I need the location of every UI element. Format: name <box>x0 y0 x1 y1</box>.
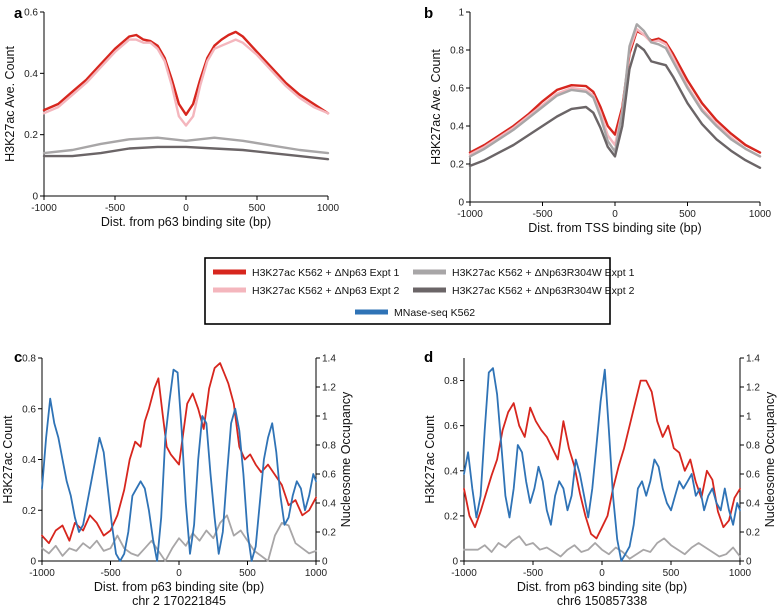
chart-b-ytick-label: 0.6 <box>450 84 464 95</box>
chart-c-xtick-label: -1000 <box>29 568 55 579</box>
chart-b-series-3-line <box>468 43 762 170</box>
legend-frame <box>204 257 611 325</box>
chart-b-xtick-label: -500 <box>532 209 552 220</box>
chart-c-ytick-label: 0.8 <box>22 354 36 365</box>
chart-c-series-1-line <box>41 514 317 562</box>
chart-d-ytick-label: 0.8 <box>444 376 458 387</box>
chart-d-ytick-right-label: 1.4 <box>746 354 760 365</box>
chart-d-ytick-right-label: 0.6 <box>746 470 760 481</box>
chart-c-xlabel: Dist. from p63 binding site (bp) <box>94 580 264 594</box>
chart-b-series-2-line <box>468 23 762 158</box>
panel-letter-a: a <box>14 5 23 22</box>
chart-a-xtick-label: 0 <box>183 203 189 214</box>
legend-label-4: MNase-seq K562 <box>394 307 475 319</box>
chart-c-ytick-right-label: 0 <box>322 557 328 568</box>
chart-b-ytick-label: 0 <box>458 198 464 209</box>
chart-c-ytick-label: 0.6 <box>22 404 36 415</box>
chart-d-ytick-right-label: 0.4 <box>746 499 760 510</box>
chart-b-xtick-label: -1000 <box>457 209 483 220</box>
chart-d-ytick-right-label: 0.2 <box>746 528 760 539</box>
chart-d-series-1-line <box>463 535 741 560</box>
chart-b-xtick-label: 0 <box>612 209 618 220</box>
chart-b-ytick-label: 0.8 <box>450 46 464 57</box>
legend-label-0: H3K27ac K562 + ΔNp63 Expt 1 <box>252 267 400 279</box>
panel-letter-b: b <box>424 5 433 22</box>
chart-d-xtick-label: 0 <box>599 568 605 579</box>
chart-b-series-1-line <box>468 27 762 158</box>
chart-b-ylabel: H3K27ac Ave. Count <box>429 49 443 165</box>
chart-c-xtick-label: -500 <box>100 568 120 579</box>
chart-b-series-0-line <box>468 29 762 154</box>
chart-b-ytick-label: 0.2 <box>450 160 464 171</box>
chart-d-ytick-right-label: 0.8 <box>746 441 760 452</box>
chart-c-ytick-right-label: 0.8 <box>322 441 336 452</box>
legend: H3K27ac K562 + ΔNp63 Expt 1 H3K27ac K562… <box>204 257 635 325</box>
chart-a-xtick-label: -500 <box>105 203 125 214</box>
panel-letter-c: c <box>14 349 22 366</box>
legend-label-2: H3K27ac K562 + ΔNp63R304W Expt 1 <box>452 267 635 279</box>
chart-c-ytick-right-label: 0.4 <box>322 499 336 510</box>
chart-c-xtick-label: 0 <box>176 568 182 579</box>
chart-d-ytick-right-label: 1 <box>746 412 752 423</box>
chart-d-ylabel: H3K27ac Count <box>423 415 437 504</box>
legend-label-1: H3K27ac K562 + ΔNp63 Expt 2 <box>252 285 400 297</box>
chart-c-xtick-label: 500 <box>239 568 256 579</box>
chart-c-xtick-label: 1000 <box>305 568 328 579</box>
chart-d-ytick-label: 0.6 <box>444 421 458 432</box>
chart-a-series-1-line <box>42 38 330 127</box>
chart-d-series-0-line <box>463 379 741 540</box>
chart-a-ylabel: H3K27ac Ave. Count <box>3 46 17 162</box>
chart-b-xtick-label: 1000 <box>749 209 772 220</box>
chart-a-series-2-line <box>42 136 330 155</box>
panel-a: -1000 -500 0 500 1000 0 0.2 0.4 0.6 Dist. from p6… <box>3 8 340 230</box>
chart-c-ytick-right-label: 1.4 <box>322 354 336 365</box>
legend-label-3: H3K27ac K562 + ΔNp63R304W Expt 2 <box>452 285 635 297</box>
chart-d-ytick-label: 0 <box>452 557 458 568</box>
chart-a-xlabel: Dist. from p63 binding site (bp) <box>101 215 271 229</box>
chart-d-xtick-label: -1000 <box>451 568 477 579</box>
chart-d-xtick-label: 1000 <box>729 568 752 579</box>
chart-d-ytick-label: 0.4 <box>444 466 458 477</box>
chart-c-ylabel-right: Nucleosome Occupancy <box>339 391 353 527</box>
chart-a-ytick-label: 0.2 <box>24 130 38 141</box>
chart-b-ytick-label: 1 <box>458 8 464 19</box>
panel-letter-d: d <box>424 349 433 366</box>
chart-a-series-3-line <box>42 145 330 161</box>
chart-d-series-2-line <box>463 367 741 562</box>
chart-a-xtick-label: 1000 <box>317 203 340 214</box>
chart-d-ytick-label: 0.2 <box>444 511 458 522</box>
chart-b-xlabel: Dist. from TSS binding site (bp) <box>528 221 701 235</box>
chart-d-ylabel-right: Nucleosome Occupancy <box>763 391 777 527</box>
chart-a-ytick-label: 0.6 <box>24 8 38 19</box>
chart-c-ylabel: H3K27ac Count <box>1 415 15 504</box>
chart-c-series-2-line <box>41 368 317 562</box>
chart-c-ytick-right-label: 0.2 <box>322 528 336 539</box>
chart-c-ytick-label: 0.2 <box>22 506 36 517</box>
chart-c-ytick-label: 0.4 <box>22 455 36 466</box>
chart-a-ytick-label: 0 <box>32 192 38 203</box>
panel-b: -1000 -500 0 500 1000 0 0.2 0.4 0.6 0.8 1 Dist. fro… <box>429 8 772 236</box>
chart-a-series-0-line <box>42 30 330 116</box>
chart-a-xtick-label: -1000 <box>31 203 57 214</box>
chart-c-ytick-right-label: 1.2 <box>322 383 336 394</box>
chart-d-xtick-label: -500 <box>523 568 543 579</box>
panel-d: -1000 -500 0 500 100000.20.40.60.800.20.40.6… <box>423 354 777 606</box>
chart-c-ytick-label: 0 <box>30 557 36 568</box>
chart-d-xlabel: Dist. from p63 binding site (bp) <box>517 580 687 594</box>
chart-d-ytick-right-label: 1.2 <box>746 383 760 394</box>
chart-b-ytick-label: 0.4 <box>450 122 464 133</box>
panel-c: -1000 -500 0 500 100000.20.40.60.800.20.40.6… <box>1 354 353 606</box>
chart-c-ytick-right-label: 0.6 <box>322 470 336 481</box>
chart-c-series-0-line <box>41 362 317 545</box>
chart-d-xlabel-locus: chr6 150857338 <box>557 594 647 606</box>
chart-a-ytick-label: 0.4 <box>24 69 38 80</box>
chart-b-xtick-label: 500 <box>679 209 696 220</box>
chart-c-ytick-right-label: 1 <box>322 412 328 423</box>
chart-d-ytick-right-label: 0 <box>746 557 752 568</box>
chart-d-xtick-label: 500 <box>663 568 680 579</box>
chart-a-xtick-label: 500 <box>249 203 266 214</box>
chart-c-xlabel-locus: chr 2 170221845 <box>132 594 226 606</box>
